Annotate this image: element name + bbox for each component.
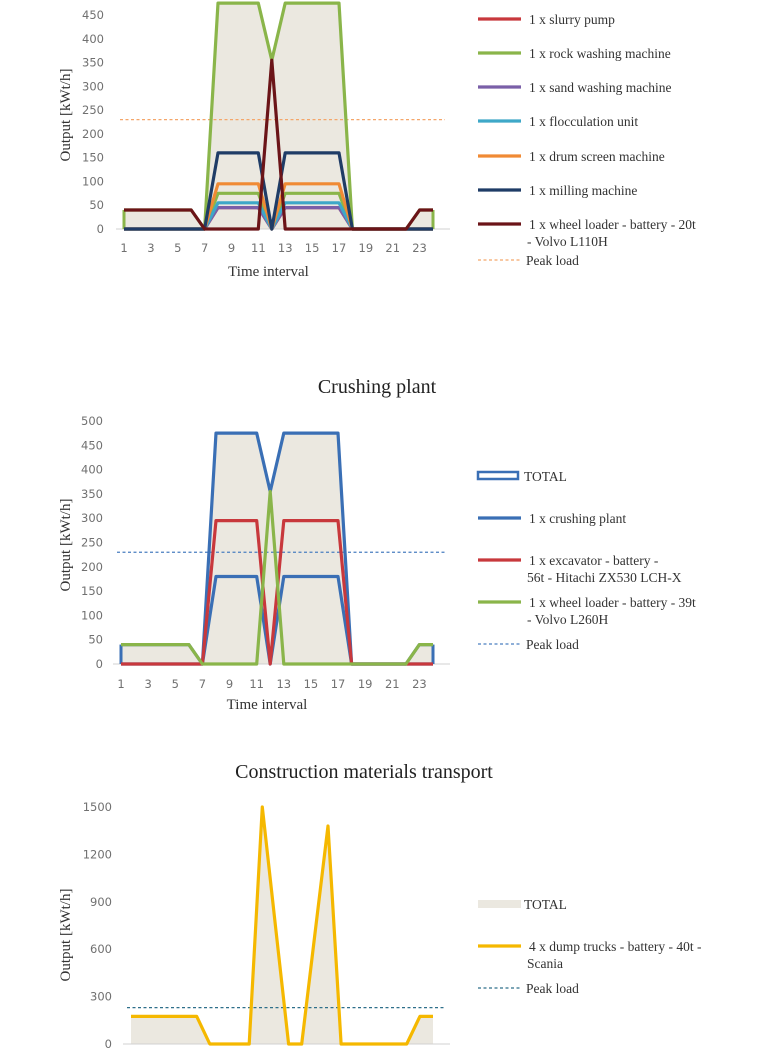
- legend-swatch-total: [476, 470, 520, 481]
- y-tick-label: 500: [81, 414, 103, 428]
- x-tick-label: 17: [331, 677, 346, 691]
- y-tick-label: 350: [82, 56, 104, 70]
- y-tick-label: 250: [81, 536, 103, 550]
- y-axis-title: Output [kWt/h]: [58, 499, 74, 592]
- legend-label-total: TOTAL: [524, 897, 567, 912]
- x-tick-label: 17: [332, 241, 347, 255]
- y-tick-label: 1500: [83, 800, 112, 814]
- y-tick-label: 50: [88, 633, 103, 647]
- y-tick-label: 200: [81, 560, 103, 574]
- legend-label-3: 1 x wheel loader - battery - 39t: [529, 595, 696, 610]
- y-tick-label: 50: [89, 198, 104, 212]
- x-tick-label: 19: [358, 677, 373, 691]
- y-tick-label: 100: [82, 174, 104, 188]
- x-tick-label: 1: [120, 241, 127, 255]
- total-area: [124, 3, 433, 229]
- y-tick-label: 1200: [83, 847, 112, 861]
- y-tick-label: 450: [82, 8, 104, 22]
- legend-label-7: - Volvo L110H: [527, 234, 608, 249]
- x-tick-label: 23: [412, 677, 427, 691]
- y-tick-label: 900: [90, 895, 112, 909]
- chart-title-construction-materials-transport: Construction materials transport: [235, 761, 493, 783]
- x-tick-label: 11: [249, 677, 264, 691]
- legend-label-3: 1 x sand washing machine: [529, 80, 671, 95]
- x-tick-label: 15: [304, 677, 319, 691]
- x-tick-label: 23: [412, 241, 427, 255]
- y-tick-label: 450: [81, 438, 103, 452]
- x-tick-label: 1: [117, 677, 124, 691]
- total-area: [121, 433, 433, 664]
- legend-label-1: 1 x crushing plant: [529, 511, 626, 526]
- y-tick-label: 300: [82, 79, 104, 93]
- x-tick-label: 9: [228, 241, 235, 255]
- legend-label-2: 1 x excavator - battery -: [529, 553, 659, 568]
- y-tick-label: 150: [82, 151, 104, 165]
- series-line-7: [124, 58, 433, 231]
- x-tick-label: 5: [172, 677, 179, 691]
- y-tick-label: 400: [81, 463, 103, 477]
- legend-label-1: 4 x dump trucks - battery - 40t -: [529, 939, 702, 954]
- legend-swatch-total: [478, 900, 521, 908]
- y-tick-label: 150: [81, 584, 103, 598]
- x-tick-label: 3: [147, 241, 154, 255]
- y-axis-title: Output [kWt/h]: [58, 69, 74, 162]
- y-tick-label: 400: [82, 32, 104, 46]
- legend-label-5: 1 x drum screen machine: [529, 149, 665, 164]
- x-tick-label: 11: [251, 241, 266, 255]
- x-tick-label: 5: [174, 241, 181, 255]
- y-axis-title: Output [kWt/h]: [58, 889, 74, 982]
- x-tick-label: 15: [305, 241, 320, 255]
- legend-label-7: 1 x wheel loader - battery - 20t: [529, 217, 696, 232]
- y-tick-label: 0: [96, 657, 103, 671]
- legend-label-2: 56t - Hitachi ZX530 LCH-X: [527, 570, 682, 585]
- x-tick-label: 21: [385, 677, 400, 691]
- x-tick-label: 7: [201, 241, 208, 255]
- series-line-3: [121, 489, 433, 666]
- total-area: [131, 807, 433, 1044]
- legend-label-peak-load: Peak load: [526, 981, 579, 996]
- legend-label-6: 1 x milling machine: [529, 183, 637, 198]
- x-tick-label: 13: [276, 677, 291, 691]
- y-tick-label: 300: [81, 511, 103, 525]
- y-tick-label: 600: [90, 942, 112, 956]
- y-tick-label: 0: [97, 222, 104, 236]
- x-tick-label: 21: [385, 241, 400, 255]
- y-tick-label: 350: [81, 487, 103, 501]
- legend-label-4: 1 x flocculation unit: [529, 114, 638, 129]
- chart-3: 0 300 600 900 1200 1500 Output [kWt/h] TOTAL 4 x…: [58, 800, 702, 1048]
- chart-title-crushing-plant: Crushing plant: [317, 376, 437, 398]
- x-tick-label: 7: [199, 677, 206, 691]
- x-tick-label: 13: [278, 241, 293, 255]
- y-tick-label: 300: [90, 990, 112, 1004]
- x-axis-title: Time interval: [227, 697, 308, 713]
- y-tick-label: 250: [82, 103, 104, 117]
- x-axis-title: Time interval: [228, 264, 309, 280]
- legend-label-peak-load: Peak load: [526, 637, 579, 652]
- legend-label-total: TOTAL: [524, 469, 567, 484]
- legend-label-2: 1 x rock washing machine: [529, 46, 671, 61]
- x-tick-label: 3: [144, 677, 151, 691]
- legend-label-peak-load: Peak load: [526, 253, 579, 268]
- x-tick-label: 9: [226, 677, 233, 691]
- y-tick-label: 200: [82, 127, 104, 141]
- legend-label-1: 1 x slurry pump: [529, 12, 615, 27]
- legend-label-3: - Volvo L260H: [527, 612, 609, 627]
- x-tick-label: 19: [359, 241, 374, 255]
- legend-label-1: Scania: [527, 956, 563, 971]
- y-tick-label: 100: [81, 608, 103, 622]
- series-line-1: [131, 805, 433, 1046]
- y-tick-label: 0: [105, 1037, 112, 1048]
